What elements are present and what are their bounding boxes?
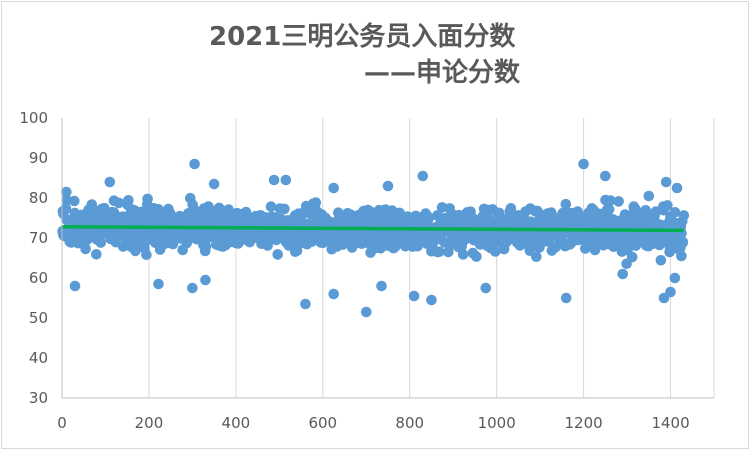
data-point <box>626 251 638 263</box>
data-point-outlier <box>200 274 211 286</box>
data-point-outlier <box>360 306 372 318</box>
y-tick-label: 30 <box>29 389 48 407</box>
data-point <box>390 238 402 250</box>
data-point <box>69 195 80 207</box>
y-tick-label: 80 <box>29 189 48 207</box>
data-point <box>265 201 277 212</box>
x-tick-label: 1200 <box>565 414 603 432</box>
data-point <box>669 207 681 218</box>
data-point-outlier <box>578 158 589 170</box>
data-point <box>310 197 322 208</box>
y-tick-label: 60 <box>29 269 48 287</box>
data-point-outlier <box>600 170 611 182</box>
data-point <box>95 237 107 248</box>
data-point <box>291 245 303 257</box>
data-point <box>678 210 690 221</box>
data-point-outlier <box>417 170 429 182</box>
data-point-outlier <box>676 250 687 262</box>
data-point <box>560 198 572 210</box>
data-point <box>60 203 72 214</box>
data-point <box>141 249 152 260</box>
trendline <box>61 225 684 233</box>
data-point-outlier <box>669 272 681 284</box>
data-point-outlier <box>480 282 492 294</box>
y-tick-label: 90 <box>29 149 48 167</box>
x-tick-label: 1000 <box>478 414 516 432</box>
data-point <box>279 203 290 215</box>
data-point <box>434 246 445 257</box>
data-point-outlier <box>660 176 672 188</box>
data-point-outlier <box>280 174 292 186</box>
trendline-group <box>61 225 684 233</box>
data-point-outlier <box>61 186 72 198</box>
data-point-outlier <box>328 288 339 300</box>
data-point-outlier <box>617 268 629 280</box>
data-point-outlier <box>328 182 339 194</box>
chart-title: 2021三明公务员入面分数 <box>209 22 516 52</box>
data-point <box>123 195 134 206</box>
data-point <box>589 244 601 256</box>
data-point-outlier <box>153 278 164 290</box>
data-point <box>605 195 616 206</box>
data-point-outlier <box>69 280 81 292</box>
data-point <box>490 246 501 257</box>
data-point-outlier <box>671 182 683 194</box>
data-point-outlier <box>104 176 116 188</box>
data-point <box>531 251 542 262</box>
data-point <box>262 238 274 250</box>
y-tick-label: 100 <box>19 109 48 127</box>
data-points <box>57 158 690 318</box>
data-point-outlier <box>187 282 198 294</box>
data-point <box>142 193 153 205</box>
data-point-outlier <box>382 180 394 192</box>
x-tick-label: 200 <box>135 414 164 432</box>
data-point-outlier <box>268 174 280 186</box>
data-point <box>200 241 212 252</box>
y-tick-label: 40 <box>29 349 48 367</box>
x-tick-label: 0 <box>57 414 67 432</box>
chart-subtitle: ——申论分数 <box>364 58 521 88</box>
data-point <box>655 254 667 266</box>
data-point <box>677 237 688 248</box>
x-tick-label: 400 <box>222 414 251 432</box>
data-point-outlier <box>408 290 420 302</box>
data-point <box>471 251 482 262</box>
data-point-outlier <box>300 298 311 310</box>
x-tick-label: 600 <box>308 414 337 432</box>
data-point-outlier <box>208 178 220 190</box>
data-point <box>613 196 624 207</box>
y-tick-label: 70 <box>29 229 48 247</box>
x-tick-label: 1400 <box>651 414 689 432</box>
data-point <box>117 241 129 252</box>
data-point <box>91 249 102 260</box>
data-point <box>640 205 651 216</box>
data-point <box>603 204 615 215</box>
data-point <box>662 200 673 211</box>
data-point-outlier <box>426 294 437 306</box>
y-tick-label: 50 <box>29 309 48 327</box>
data-point <box>457 249 469 260</box>
data-point-outlier <box>189 158 200 170</box>
data-point-outlier <box>560 292 572 304</box>
data-point <box>113 197 125 209</box>
data-point <box>272 249 284 260</box>
data-point-outlier <box>376 280 387 292</box>
data-point <box>423 212 435 224</box>
x-tick-label: 800 <box>395 414 424 432</box>
data-point-outlier <box>665 286 676 298</box>
data-point <box>80 243 91 255</box>
data-point-outlier <box>643 190 655 202</box>
